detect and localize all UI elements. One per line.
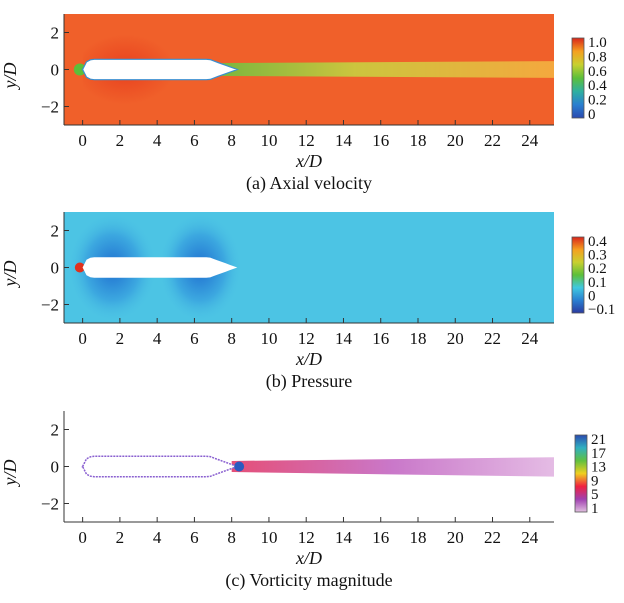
y-tick-label: −2: [41, 495, 59, 514]
y-tick-label: −2: [41, 98, 59, 117]
x-tick-label: 10: [260, 528, 277, 547]
panel-caption: (c) Vorticity magnitude: [225, 570, 392, 591]
stagnation-point: [74, 262, 85, 273]
trailing-vortex: [234, 461, 245, 472]
colorbar-tick-label: 13: [591, 460, 606, 476]
x-tick-label: 24: [521, 528, 539, 547]
colorbar-tick-label: 5: [591, 487, 599, 503]
x-tick-label: 0: [78, 131, 87, 150]
x-tick-label: 12: [298, 131, 315, 150]
x-tick-label: 6: [190, 329, 199, 348]
x-tick-label: 14: [335, 329, 353, 348]
colorbar-tick-label: 9: [591, 473, 599, 489]
x-tick-label: 12: [298, 528, 315, 547]
colorbar-tick-label: 0.4: [588, 78, 607, 94]
colorbar-tick-label: 0: [588, 288, 596, 304]
x-tick-label: 4: [153, 329, 162, 348]
y-tick-label: 2: [51, 24, 60, 43]
x-tick-label: 24: [521, 131, 539, 150]
colorbar-tick-label: 21: [591, 432, 606, 448]
x-tick-label: 10: [260, 329, 277, 348]
x-tick-label: 0: [78, 329, 87, 348]
x-tick-label: 20: [447, 329, 464, 348]
x-tick-label: 22: [484, 329, 501, 348]
x-tick-label: 2: [116, 528, 125, 547]
y-axis-label: y/D: [0, 261, 20, 289]
colorbar-tick-label: 0.1: [588, 275, 607, 291]
x-tick-label: 0: [78, 528, 87, 547]
y-tick-label: 2: [51, 421, 60, 440]
hull-body: [82, 257, 238, 278]
plot-area: [64, 212, 554, 323]
colorbar: [571, 37, 585, 119]
colorbar: [574, 434, 588, 513]
colorbar-tick-label: 1: [591, 501, 599, 517]
x-tick-label: 18: [409, 329, 426, 348]
x-axis-label: x/D: [295, 548, 322, 568]
x-tick-label: 8: [227, 528, 236, 547]
x-tick-label: 14: [335, 131, 353, 150]
x-tick-label: 24: [521, 329, 539, 348]
colorbar-tick-label: 17: [591, 446, 607, 462]
x-tick-label: 16: [372, 329, 389, 348]
colorbar-tick-label: 0: [588, 107, 596, 123]
x-axis-label: x/D: [295, 349, 322, 369]
hull-body: [81, 455, 240, 478]
x-tick-label: 18: [409, 528, 426, 547]
x-tick-label: 20: [447, 131, 464, 150]
x-axis-label: x/D: [295, 151, 322, 171]
plot-area: [64, 411, 554, 522]
colorbar-tick-label: 0.2: [588, 261, 607, 277]
colorbar-tick-label: −0.1: [588, 302, 615, 318]
colorbar-tick-label: 0.4: [588, 234, 607, 250]
y-tick-label: 0: [51, 458, 60, 477]
y-axis-label: y/D: [0, 460, 20, 488]
x-tick-label: 2: [116, 131, 125, 150]
x-tick-label: 14: [335, 528, 353, 547]
colorbar-tick-label: 0.8: [588, 49, 607, 65]
y-tick-label: −2: [41, 296, 59, 315]
colorbar-tick-label: 0.3: [588, 248, 607, 264]
colorbar: [571, 236, 585, 314]
wake-region: [231, 457, 554, 477]
x-tick-label: 12: [298, 329, 315, 348]
x-tick-label: 4: [153, 528, 162, 547]
x-tick-label: 6: [190, 528, 199, 547]
panel-caption: (b) Pressure: [266, 371, 352, 392]
x-tick-label: 8: [227, 131, 236, 150]
x-tick-label: 16: [372, 131, 389, 150]
x-tick-label: 18: [409, 131, 426, 150]
x-tick-label: 22: [484, 131, 501, 150]
x-tick-label: 10: [260, 131, 277, 150]
x-tick-label: 16: [372, 528, 389, 547]
colorbar-tick-label: 0.6: [588, 64, 607, 80]
hull-body: [81, 58, 240, 81]
panel-caption: (a) Axial velocity: [246, 173, 372, 194]
stagnation-point: [73, 63, 86, 76]
x-tick-label: 4: [153, 131, 162, 150]
y-tick-label: 0: [51, 259, 60, 278]
colorbar-tick-label: 1.0: [588, 35, 607, 51]
x-tick-label: 8: [227, 329, 236, 348]
y-tick-label: 0: [51, 61, 60, 80]
colorbar-tick-label: 0.2: [588, 93, 607, 109]
x-tick-label: 2: [116, 329, 125, 348]
y-axis-label: y/D: [0, 63, 20, 91]
wake-region: [222, 61, 554, 78]
plot-area: [64, 14, 554, 125]
x-tick-label: 6: [190, 131, 199, 150]
y-tick-label: 2: [51, 222, 60, 241]
x-tick-label: 20: [447, 528, 464, 547]
x-tick-label: 22: [484, 528, 501, 547]
